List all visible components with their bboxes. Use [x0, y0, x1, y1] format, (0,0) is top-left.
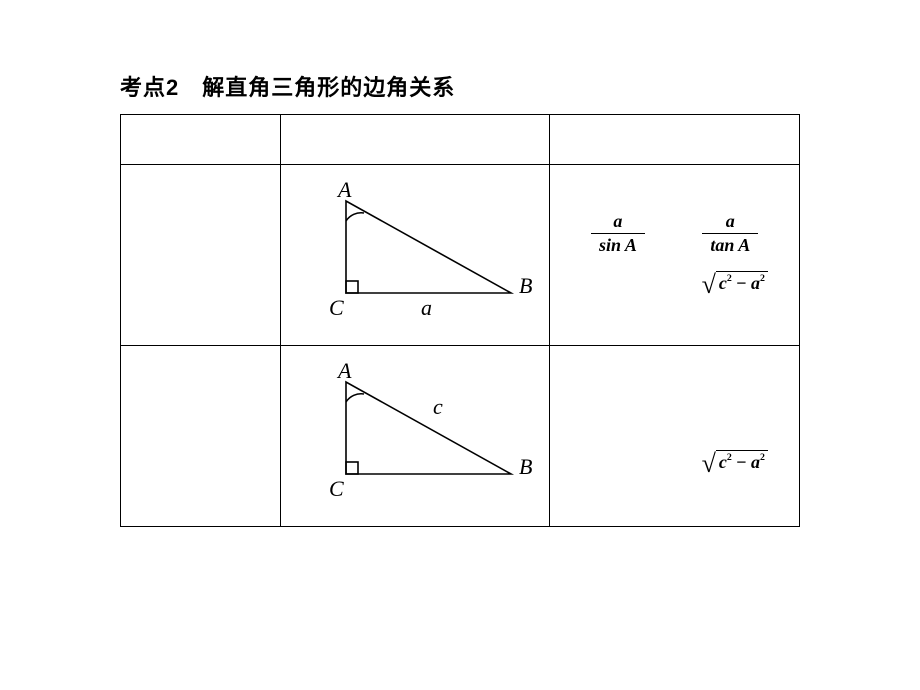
row2-label-cell: [121, 346, 281, 527]
vertex-a-label: A: [336, 358, 352, 383]
vertex-b-label: B: [519, 454, 532, 479]
sqrt-expression-1: √c2 − a2: [702, 270, 768, 300]
hypotenuse-c-label: c: [433, 394, 443, 419]
radical-icon: √: [702, 270, 716, 299]
fraction-a-over-tana: a tan A: [702, 211, 758, 256]
side-a-label: a: [421, 295, 432, 320]
vertex-c-label: C: [329, 476, 344, 501]
header-cell-3: [550, 115, 800, 165]
triangle-diagram-1: A B C a: [281, 165, 549, 340]
table-row: A B C c √c2 − a2: [121, 346, 800, 527]
triangle-diagram-2: A B C c: [281, 346, 549, 521]
fraction-a-over-sina: a sin A: [591, 211, 645, 256]
vertex-b-label: B: [519, 273, 532, 298]
slide: 考点2 解直角三角形的边角关系 A B C a: [0, 0, 920, 690]
page-title: 考点2 解直角三角形的边角关系: [120, 70, 800, 102]
row1-diagram-cell: A B C a: [281, 165, 550, 346]
row2-math-cell: √c2 − a2: [550, 346, 800, 527]
header-cell-1: [121, 115, 281, 165]
table-header-row: [121, 115, 800, 165]
main-table: A B C a a sin A a tan A: [120, 114, 800, 527]
sqrt-expression-2: √c2 − a2: [702, 449, 768, 479]
vertex-c-label: C: [329, 295, 344, 320]
table-row: A B C a a sin A a tan A: [121, 165, 800, 346]
row2-diagram-cell: A B C c: [281, 346, 550, 527]
row1-label-cell: [121, 165, 281, 346]
vertex-a-label: A: [336, 177, 352, 202]
row1-math-cell: a sin A a tan A √c2 − a2: [550, 165, 800, 346]
radical-icon: √: [702, 449, 716, 478]
header-cell-2: [281, 115, 550, 165]
